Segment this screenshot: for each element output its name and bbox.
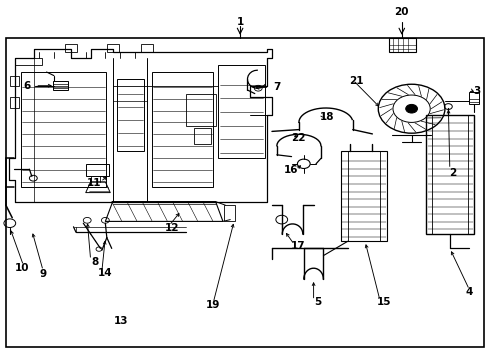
- Text: 6: 6: [24, 81, 30, 91]
- Text: 4: 4: [466, 287, 473, 297]
- Bar: [469, 92, 479, 104]
- Bar: [10, 97, 19, 108]
- Bar: [426, 115, 474, 234]
- Bar: [389, 38, 416, 52]
- Text: 9: 9: [40, 269, 47, 279]
- Text: 14: 14: [98, 268, 113, 278]
- Bar: [341, 151, 387, 241]
- Text: 2: 2: [449, 168, 456, 178]
- Text: 1: 1: [237, 17, 244, 27]
- Bar: [53, 81, 68, 90]
- Bar: [65, 44, 77, 52]
- Bar: [107, 44, 119, 52]
- Text: 21: 21: [349, 76, 364, 86]
- Text: 11: 11: [87, 178, 101, 188]
- Text: 8: 8: [91, 257, 98, 267]
- Bar: [117, 79, 144, 151]
- Text: 7: 7: [273, 82, 281, 92]
- Text: 10: 10: [15, 263, 30, 273]
- Text: 12: 12: [165, 222, 180, 233]
- Text: 13: 13: [114, 316, 129, 326]
- Text: 22: 22: [291, 132, 305, 143]
- Bar: [10, 76, 19, 86]
- Text: 15: 15: [376, 297, 391, 307]
- Bar: [6, 38, 484, 347]
- Bar: [186, 94, 216, 126]
- Text: 17: 17: [291, 240, 305, 251]
- Text: 18: 18: [320, 112, 335, 122]
- Bar: [224, 205, 235, 221]
- Bar: [194, 128, 211, 144]
- Text: 5: 5: [314, 297, 321, 307]
- Bar: [86, 164, 109, 176]
- Bar: [15, 58, 42, 65]
- Text: 19: 19: [206, 300, 220, 310]
- Bar: [21, 72, 106, 187]
- Bar: [152, 72, 213, 187]
- Text: 3: 3: [473, 86, 480, 96]
- Bar: [141, 44, 153, 52]
- Text: 20: 20: [394, 6, 409, 17]
- Text: 16: 16: [283, 165, 298, 175]
- Circle shape: [406, 104, 417, 113]
- Bar: [218, 65, 265, 158]
